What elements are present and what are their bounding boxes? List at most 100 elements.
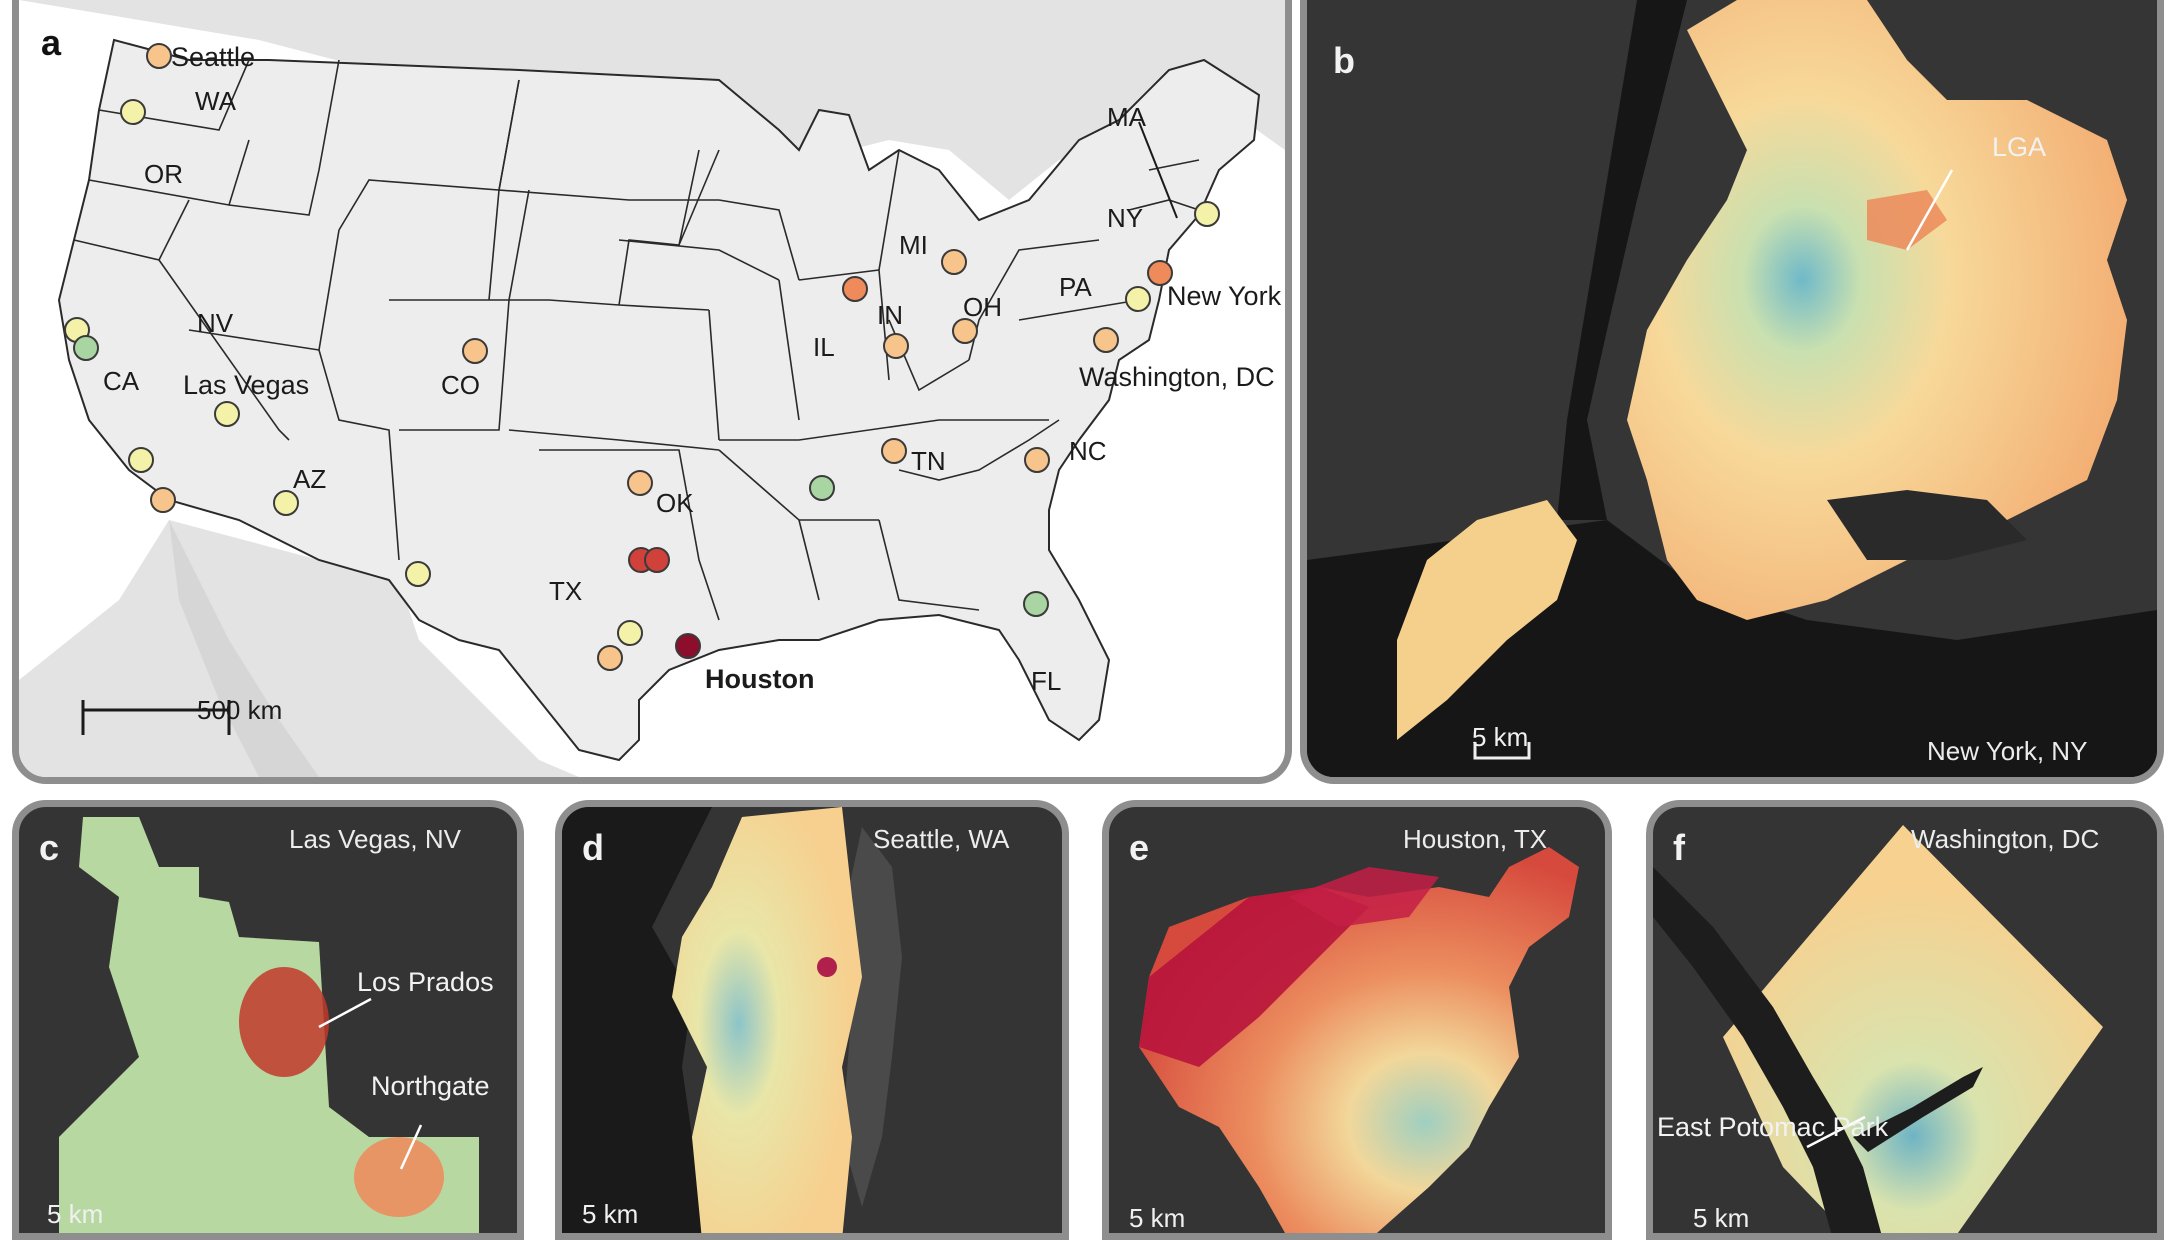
state-label-az: AZ bbox=[293, 464, 327, 494]
panel-letter-a: a bbox=[41, 22, 62, 63]
marker-washington-dc bbox=[1093, 327, 1119, 353]
lga-leader-line bbox=[1905, 169, 1954, 251]
los-prados-hotspot bbox=[239, 967, 329, 1077]
marker-jacksonville bbox=[1023, 591, 1049, 617]
us-map-svg bbox=[19, 0, 1285, 777]
state-label-mi: MI bbox=[899, 230, 928, 260]
state-label-or: OR bbox=[144, 159, 183, 189]
potomac-river bbox=[1653, 867, 1882, 1233]
flushing-hotspot bbox=[1867, 190, 1947, 250]
marker-portland bbox=[120, 99, 146, 125]
northgate-hotspot bbox=[354, 1137, 444, 1217]
annotation-east-potomac-park: East Potomac Park bbox=[1657, 1112, 1889, 1142]
scale-label-5km: 5 km bbox=[1472, 722, 1529, 752]
marker-seattle bbox=[146, 43, 172, 69]
marker-okc bbox=[627, 470, 653, 496]
scale-label-5km: 5 km bbox=[1693, 1203, 1750, 1233]
panel-letter-f: f bbox=[1673, 827, 1685, 868]
mexico-landmass bbox=[19, 520, 579, 777]
marker-chicago bbox=[842, 276, 868, 302]
panel-letter-b: b bbox=[1333, 40, 1355, 81]
state-label-oh: OH bbox=[963, 292, 1002, 322]
marker-la-1 bbox=[128, 447, 154, 473]
state-label-wa: WA bbox=[195, 86, 236, 116]
east-potomac-leader bbox=[1806, 1115, 1866, 1149]
panel-e-houston: e Houston, TX 5 km bbox=[1102, 800, 1612, 1240]
marker-denver bbox=[462, 338, 488, 364]
scale-label-5km: 5 km bbox=[1129, 1203, 1186, 1233]
state-label-nc: NC bbox=[1069, 436, 1107, 466]
city-label-washington-dc: Washington, DC bbox=[1079, 362, 1275, 392]
panel-letter-e: e bbox=[1129, 827, 1150, 868]
state-label-nv: NV bbox=[197, 308, 234, 338]
washington-dc-map-svg bbox=[1653, 825, 2103, 1233]
marker-philadelphia bbox=[1125, 286, 1151, 312]
marker-nashville bbox=[881, 438, 907, 464]
seattle-hotspot bbox=[817, 957, 837, 977]
houston-map-svg bbox=[1139, 847, 1579, 1233]
state-borders bbox=[73, 59, 1200, 621]
marker-phoenix bbox=[273, 490, 299, 516]
scale-label-500km: 500 km bbox=[197, 695, 283, 725]
state-label-ma: MA bbox=[1107, 102, 1146, 132]
los-prados-leader bbox=[318, 997, 372, 1029]
las-vegas-map-svg bbox=[59, 817, 479, 1233]
puget-sound bbox=[562, 807, 712, 1233]
panel-d-seattle: d Seattle, WA 5 km bbox=[555, 800, 1069, 1240]
jamaica-bay bbox=[1827, 490, 2027, 560]
state-label-tn: TN bbox=[911, 446, 946, 476]
state-label-co: CO bbox=[441, 370, 480, 400]
usa-landmass bbox=[57, 38, 1261, 762]
state-label-in: IN bbox=[877, 300, 903, 330]
city-label-houston: Houston bbox=[705, 664, 815, 694]
houston-north-red-zone bbox=[1289, 867, 1439, 927]
panel-title-new-york: New York, NY bbox=[1927, 736, 2088, 766]
annotation-northgate: Northgate bbox=[371, 1071, 490, 1101]
marker-boston bbox=[1194, 201, 1220, 227]
city-markers bbox=[64, 43, 1220, 671]
marker-sf-2 bbox=[73, 335, 99, 361]
marker-columbus bbox=[952, 318, 978, 344]
scale-label-5km: 5 km bbox=[47, 1199, 104, 1229]
scale-label-5km: 5 km bbox=[582, 1199, 639, 1229]
manhattan-bronx-queens-brooklyn bbox=[1627, 0, 2127, 620]
marker-raleigh bbox=[1024, 447, 1050, 473]
ma-leader-line bbox=[1138, 121, 1178, 219]
state-label-il: IL bbox=[813, 332, 835, 362]
panel-b-new-york: b LGA 5 km New York, NY bbox=[1300, 0, 2164, 784]
city-label-seattle: Seattle bbox=[171, 42, 256, 72]
panel-letter-c: c bbox=[39, 827, 60, 868]
state-label-ny: NY bbox=[1107, 203, 1144, 233]
marker-dallas-2 bbox=[644, 547, 670, 573]
houston-west-red-zone bbox=[1139, 887, 1369, 1067]
marker-memphis bbox=[809, 475, 835, 501]
panel-title-las-vegas: Las Vegas, NV bbox=[289, 824, 461, 854]
marker-el-paso bbox=[405, 561, 431, 587]
new-york-map-svg bbox=[1307, 0, 2157, 777]
marker-detroit bbox=[941, 249, 967, 275]
panel-a-us-map: a 500 km WA OR CA NV AZ CO TX OK IL IN O… bbox=[12, 0, 1292, 784]
panel-c-las-vegas: c Las Vegas, NV Los Prados Northgate 5 k… bbox=[12, 800, 524, 1240]
state-label-ca: CA bbox=[103, 366, 140, 396]
state-label-pa: PA bbox=[1059, 272, 1092, 302]
panel-f-washington-dc: f Washington, DC East Potomac Park 5 km bbox=[1646, 800, 2164, 1240]
marker-indianapolis bbox=[883, 333, 909, 359]
panel-title-seattle: Seattle, WA bbox=[873, 824, 1010, 854]
marker-austin bbox=[617, 620, 643, 646]
anacostia-river bbox=[1853, 1067, 1983, 1152]
state-label-tx: TX bbox=[549, 576, 583, 606]
seattle-city-area bbox=[672, 807, 862, 1233]
seattle-map-svg bbox=[562, 807, 902, 1233]
city-label-new-york: New York bbox=[1167, 281, 1282, 311]
panel-title-houston: Houston, TX bbox=[1403, 824, 1548, 854]
staten-island bbox=[1397, 500, 1577, 740]
city-label-las-vegas: Las Vegas bbox=[183, 370, 310, 400]
scale-bar bbox=[81, 700, 231, 735]
hudson-river bbox=[1557, 0, 1687, 520]
marker-san-antonio bbox=[597, 645, 623, 671]
state-label-ok: OK bbox=[656, 488, 694, 518]
annotation-los-prados: Los Prados bbox=[357, 967, 494, 997]
scale-bar-5km bbox=[1473, 742, 1531, 760]
marker-la-2 bbox=[150, 487, 176, 513]
panel-letter-d: d bbox=[582, 827, 604, 868]
